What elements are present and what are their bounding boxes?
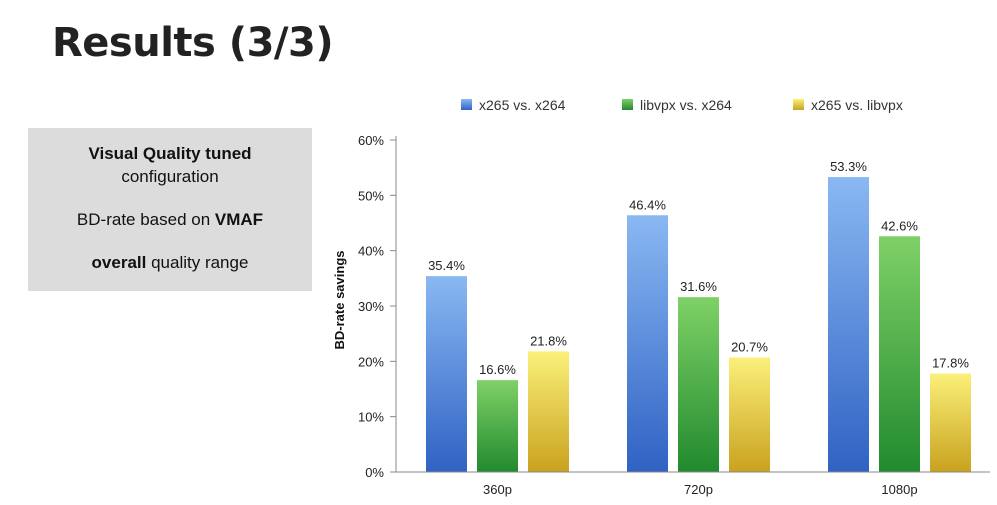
bar-value-label: 17.8% <box>932 356 969 371</box>
y-tick-label: 30% <box>358 299 384 314</box>
x-tick-label: 360p <box>483 482 512 497</box>
y-axis: 0% 10% 20% 30% 40% 50% 60% <box>358 133 397 480</box>
x-tick-label: 1080p <box>881 482 917 497</box>
legend-label: x265 vs. x264 <box>479 97 566 113</box>
bar-720p-series-2 <box>678 297 719 472</box>
info-line-1: Visual Quality tuned <box>28 142 312 165</box>
legend-swatch <box>793 99 804 110</box>
info-bold-visual-quality: Visual Quality tuned <box>88 144 252 163</box>
bar-1080p-series-2 <box>879 236 920 472</box>
info-quality-range-suffix: quality range <box>146 253 249 272</box>
bar-360p-series-3 <box>528 351 569 472</box>
y-tick-label: 40% <box>358 244 384 259</box>
bar-value-label: 31.6% <box>680 279 717 294</box>
bar-value-label: 42.6% <box>881 218 918 233</box>
bar-1080p-series-1 <box>828 177 869 472</box>
bar-360p-series-1 <box>426 276 467 472</box>
y-tick-label: 0% <box>365 465 384 480</box>
info-line-3: BD-rate based on VMAF <box>28 208 312 231</box>
bar-value-label: 16.6% <box>479 362 516 377</box>
x-tick-label: 720p <box>684 482 713 497</box>
bar-360p-series-2 <box>477 380 518 472</box>
bar-720p-series-1 <box>627 215 668 472</box>
bar-value-label: 46.4% <box>629 197 666 212</box>
y-tick-label: 20% <box>358 354 384 369</box>
slide-title: Results (3/3) <box>52 20 334 66</box>
y-tick-label: 60% <box>358 133 384 148</box>
legend-swatch <box>461 99 472 110</box>
bar-value-label: 20.7% <box>731 339 768 354</box>
info-line-4: overall quality range <box>28 251 312 274</box>
legend-label: x265 vs. libvpx <box>811 97 903 113</box>
info-box: Visual Quality tuned configuration BD-ra… <box>28 128 312 291</box>
info-bd-rate-prefix: BD-rate based on <box>76 210 215 229</box>
chart-legend: x265 vs. x264 libvpx vs. x264 x265 vs. lib… <box>461 97 903 113</box>
bar-1080p-series-3 <box>930 373 971 472</box>
bar-value-label: 53.3% <box>830 159 867 174</box>
x-axis: 360p 720p 1080p <box>396 471 990 497</box>
bar-value-label: 21.8% <box>530 333 567 348</box>
legend-swatch <box>622 99 633 110</box>
y-tick-label: 50% <box>358 188 384 203</box>
legend-label: libvpx vs. x264 <box>640 97 732 113</box>
info-bold-vmaf: VMAF <box>214 210 264 229</box>
y-tick-label: 10% <box>358 410 384 425</box>
bar-value-label: 35.4% <box>428 258 465 273</box>
y-axis-title: BD-rate savings <box>332 251 347 350</box>
bars-group: 35.4% 16.6% 21.8% 46.4% 31.6% 20.7% 53.3% 42.6%… <box>426 159 971 472</box>
info-bold-overall: overall <box>91 253 147 272</box>
info-line-2: configuration <box>121 167 219 186</box>
bar-720p-series-3 <box>729 357 770 472</box>
